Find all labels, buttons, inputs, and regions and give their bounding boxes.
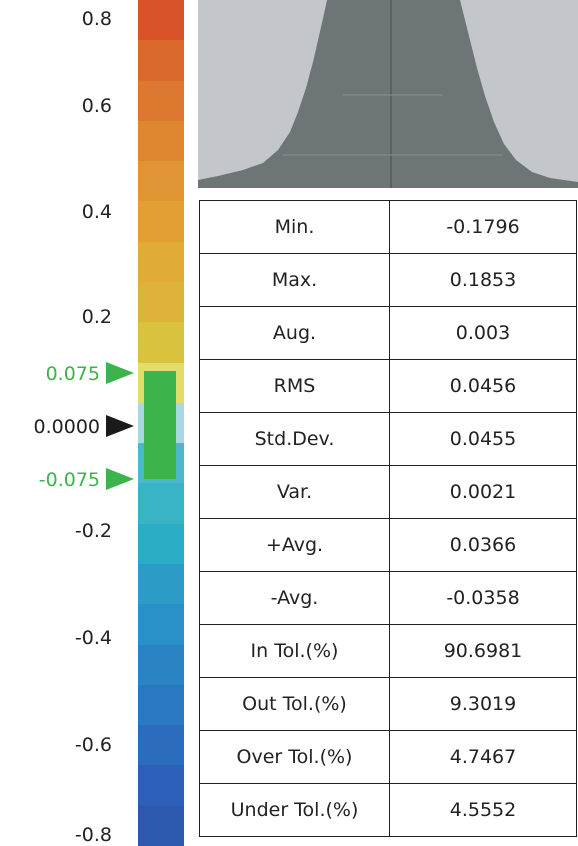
colorbar-band <box>138 0 184 41</box>
table-row: Max. 0.1853 <box>199 253 577 307</box>
stat-value: 0.0021 <box>389 465 577 519</box>
stat-value: 90.6981 <box>389 624 577 678</box>
histogram-plot <box>198 0 578 188</box>
stat-label: Over Tol.(%) <box>199 730 390 784</box>
stat-label: Max. <box>199 253 390 307</box>
tick-label-0-6: 0.6 <box>81 95 112 117</box>
colorbar-band <box>138 483 184 525</box>
stat-label: Var. <box>199 465 390 519</box>
upper-tolerance-arrow-icon <box>106 362 134 384</box>
table-row: -Avg. -0.0358 <box>199 571 577 625</box>
stat-value: 0.0456 <box>389 359 577 413</box>
table-row: Min. -0.1796 <box>199 200 577 254</box>
zero-label: 0.0000 <box>33 416 100 438</box>
colorbar-band <box>138 805 184 846</box>
colorbar-band <box>138 201 184 243</box>
table-row: In Tol.(%) 90.6981 <box>199 624 577 678</box>
stat-value: 9.3019 <box>389 677 577 731</box>
colorbar-band <box>138 161 184 202</box>
stat-value: 0.0366 <box>389 518 577 572</box>
colorbar-band <box>138 322 184 364</box>
statistics-table: Min. -0.1796 Max. 0.1853 Aug. 0.003 RMS 0.0456 S… <box>199 200 577 837</box>
stat-value: -0.1796 <box>389 200 577 254</box>
colorbar-band <box>138 765 184 807</box>
table-row: +Avg. 0.0366 <box>199 518 577 572</box>
stat-label: Under Tol.(%) <box>199 783 390 837</box>
stat-label: RMS <box>199 359 390 413</box>
tick-label-0-8: 0.8 <box>81 8 112 30</box>
stat-value: 4.7467 <box>389 730 577 784</box>
upper-tolerance-label: 0.075 <box>45 363 100 385</box>
stat-label: Aug. <box>199 306 390 360</box>
stat-value: 0.003 <box>389 306 577 360</box>
table-row: RMS 0.0456 <box>199 359 577 413</box>
colorbar-band <box>138 282 184 323</box>
colorbar-band <box>138 40 184 82</box>
colorbar-band <box>138 725 184 766</box>
tick-label-0-2: 0.2 <box>81 306 112 328</box>
lower-tolerance-label: -0.075 <box>38 469 100 491</box>
colorbar-band <box>138 241 184 283</box>
stat-label: Std.Dev. <box>199 412 390 466</box>
table-row: Var. 0.0021 <box>199 465 577 519</box>
histogram-area <box>198 0 578 188</box>
stat-label: Min. <box>199 200 390 254</box>
tolerance-band <box>144 371 176 479</box>
table-row: Over Tol.(%) 4.7467 <box>199 730 577 784</box>
tick-label-neg-0-2: -0.2 <box>74 520 112 542</box>
lower-tolerance-arrow-icon <box>106 468 134 490</box>
stat-value: 4.5552 <box>389 783 577 837</box>
table-row: Under Tol.(%) 4.5552 <box>199 783 577 837</box>
tick-label-0-4: 0.4 <box>81 201 112 223</box>
tick-label-neg-0-6: -0.6 <box>74 734 112 756</box>
colorbar-band <box>138 684 184 726</box>
colorbar-band <box>138 564 184 605</box>
stat-label: In Tol.(%) <box>199 624 390 678</box>
colorbar-band <box>138 604 184 646</box>
zero-arrow-icon <box>106 415 134 437</box>
stat-label: -Avg. <box>199 571 390 625</box>
colorbar-band <box>138 644 184 686</box>
stat-value: -0.0358 <box>389 571 577 625</box>
colorbar-band <box>138 80 184 122</box>
stat-value: 0.0455 <box>389 412 577 466</box>
tick-label-neg-0-4: -0.4 <box>74 627 112 649</box>
table-row: Aug. 0.003 <box>199 306 577 360</box>
deviation-histogram <box>198 0 578 188</box>
stat-label: Out Tol.(%) <box>199 677 390 731</box>
colorbar-band <box>138 120 184 162</box>
table-row: Std.Dev. 0.0455 <box>199 412 577 466</box>
colorbar-tick-labels: 0.8 0.6 0.4 0.2 -0.2 -0.4 -0.6 -0.8 <box>0 0 112 846</box>
stat-value: 0.1853 <box>389 253 577 307</box>
stat-label: +Avg. <box>199 518 390 572</box>
table-row: Out Tol.(%) 9.3019 <box>199 677 577 731</box>
tick-label-neg-0-8: -0.8 <box>74 824 112 846</box>
colorbar-band <box>138 523 184 565</box>
